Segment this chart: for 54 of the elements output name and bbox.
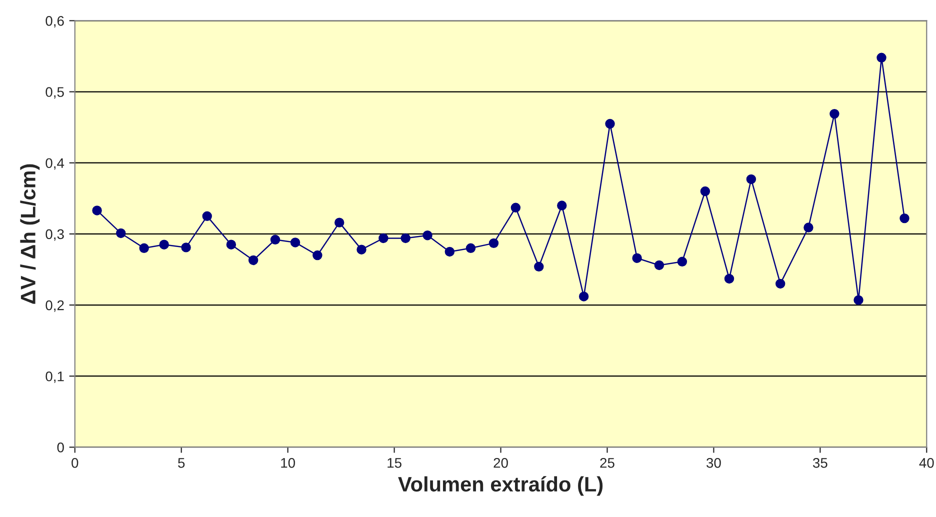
point bbox=[677, 256, 688, 267]
y-tick-label: 0 bbox=[57, 442, 64, 452]
point bbox=[226, 240, 236, 250]
point bbox=[876, 52, 886, 63]
point bbox=[202, 211, 212, 222]
point bbox=[557, 200, 567, 210]
point bbox=[290, 238, 300, 248]
x-tick-label: 25 bbox=[600, 458, 614, 468]
x-tick-label: 5 bbox=[178, 458, 185, 468]
point bbox=[356, 244, 366, 254]
point bbox=[578, 292, 589, 302]
point bbox=[534, 262, 544, 272]
x-tick-label: 20 bbox=[494, 458, 508, 468]
y-axis-title: ΔV / Δh (L/cm) bbox=[20, 164, 40, 304]
point bbox=[159, 240, 169, 250]
point bbox=[746, 174, 756, 184]
point bbox=[334, 218, 344, 228]
point bbox=[700, 186, 710, 196]
point bbox=[444, 246, 455, 257]
x-tick-label: 15 bbox=[388, 458, 402, 468]
point bbox=[92, 206, 102, 216]
point bbox=[139, 243, 149, 254]
point bbox=[510, 202, 521, 212]
point bbox=[312, 250, 322, 260]
point bbox=[900, 213, 910, 224]
y-tick-label: 0,5 bbox=[46, 87, 64, 99]
point bbox=[378, 233, 388, 244]
point bbox=[830, 108, 840, 119]
y-tick-label: 0,4 bbox=[46, 158, 64, 170]
point bbox=[804, 222, 814, 232]
y-tick-label: 0,6 bbox=[46, 16, 64, 28]
point bbox=[466, 243, 476, 254]
point bbox=[400, 233, 410, 244]
y-tick-label: 0,3 bbox=[46, 229, 64, 241]
x-tick-label: 30 bbox=[706, 458, 721, 468]
y-tick-label: 0,2 bbox=[46, 300, 64, 312]
y-tick-label: 0,1 bbox=[46, 371, 64, 383]
point bbox=[116, 228, 126, 238]
point bbox=[181, 242, 191, 252]
x-tick-label: 40 bbox=[919, 458, 934, 468]
x-tick-label: 10 bbox=[281, 458, 295, 468]
x-tick-label: 35 bbox=[812, 458, 828, 468]
point bbox=[632, 253, 642, 263]
point bbox=[724, 274, 734, 284]
point bbox=[270, 234, 280, 244]
x-tick-label: 0 bbox=[72, 458, 78, 468]
point bbox=[654, 260, 664, 270]
point bbox=[422, 230, 432, 240]
point bbox=[248, 255, 258, 266]
point bbox=[605, 118, 615, 129]
x-axis-title: Volumen extraído (L) bbox=[398, 476, 603, 496]
point bbox=[488, 238, 499, 248]
point bbox=[775, 278, 786, 289]
point bbox=[854, 295, 864, 305]
